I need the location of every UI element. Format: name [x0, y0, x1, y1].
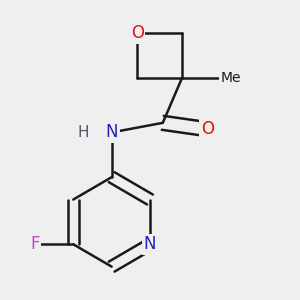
- Text: O: O: [131, 24, 144, 42]
- Text: N: N: [144, 235, 156, 253]
- Text: F: F: [30, 235, 40, 253]
- Text: H: H: [77, 125, 88, 140]
- Text: Me: Me: [220, 71, 241, 85]
- Text: N: N: [105, 123, 118, 141]
- Text: O: O: [201, 120, 214, 138]
